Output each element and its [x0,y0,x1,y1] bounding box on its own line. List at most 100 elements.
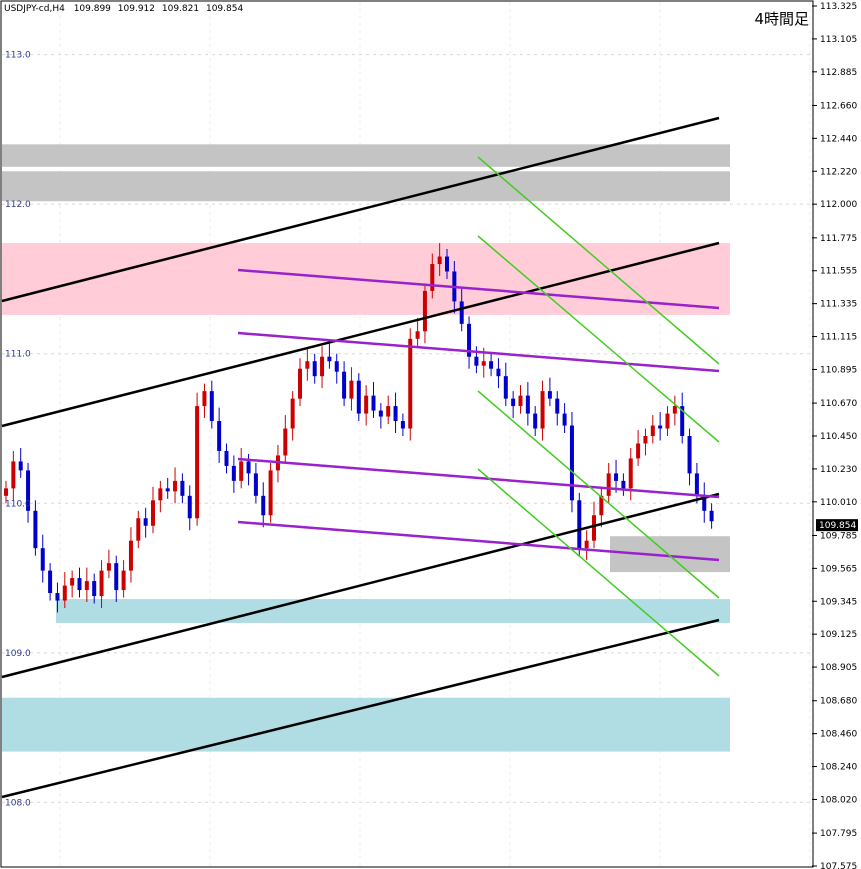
low-value: 109.821 [161,4,200,14]
candle-body [702,495,707,511]
axis-tick-label: 112.660 [820,101,857,111]
candle-body [114,563,119,591]
candle-body [217,421,222,451]
axis-tick-label: 107.795 [820,829,857,839]
level-label: 110.0 [5,499,31,509]
axis-tick-label: 110.670 [820,399,857,409]
candle-body [106,563,111,571]
axis-tick-label: 113.325 [820,2,857,12]
candle-body [4,488,8,496]
current-price-marker: 109.854 [816,519,858,532]
trend-line [1,618,720,799]
candle-body [386,406,391,417]
candle-body [533,413,538,429]
axis-tick-label: 111.335 [820,300,857,310]
candle-body [99,570,104,597]
candle-body [364,395,369,414]
candle-body [239,461,244,481]
candle-body [143,518,148,526]
trend-line [1,116,720,303]
axis-tick-label: 108.905 [820,663,857,673]
left-levels: 113.0 112.0 111.0 110.0 109.0 108.0 [5,51,31,809]
axis-tick-label: 108.680 [820,697,857,707]
candle-body [658,425,663,429]
candle-body [459,301,464,324]
candle-body [371,395,376,411]
candle-body [496,368,501,377]
candle-body [151,500,155,526]
current-price-label: 109.854 [819,521,856,531]
timeframe-label: 4時間足 [754,10,809,28]
candle-body [128,540,133,571]
candle-body [84,581,89,591]
zone-gray [2,171,730,202]
trend-lines [1,116,720,799]
candle-body [195,406,200,519]
axis-tick-label: 111.555 [820,267,857,277]
candle-body [518,395,523,407]
channel-line-green [477,156,720,365]
candle-body [327,356,332,362]
candle-body [665,413,670,429]
candle-body [599,495,604,516]
candle-body [33,510,38,549]
candle-body [202,391,207,407]
price-axis: 113.325 113.105 112.885 112.660 112.440 112.2… [812,2,857,869]
candle-body [569,425,574,501]
trend-line [1,241,720,428]
candle-body [298,368,302,399]
candles [4,243,714,613]
candle-body [540,391,545,429]
axis-tick-label: 112.000 [820,200,857,210]
candle-body [643,436,648,444]
candle-body [408,338,413,429]
candle-body [224,450,229,466]
candle-body [614,473,619,481]
channel-line-green [477,390,720,599]
level-label: 109.0 [5,649,31,659]
candle-body [92,581,97,597]
candle-body [305,361,310,369]
candle-body [55,593,60,601]
level-label: 112.0 [5,200,31,210]
candle-body [290,398,295,429]
candle-body [320,356,325,377]
axis-tick-label: 108.240 [820,763,857,773]
axis-tick-label: 108.460 [820,730,857,740]
candle-body [481,361,486,366]
candle-body [312,361,317,377]
candle-body [187,495,192,519]
candle-body [378,410,383,417]
axis-tick-label: 109.345 [820,597,857,607]
axis-tick-label: 109.785 [820,531,857,541]
axis-tick-label: 111.115 [820,333,857,343]
candle-body [555,398,560,414]
candle-body [18,461,23,471]
axis-tick-label: 108.020 [820,795,857,805]
candle-body [650,425,655,436]
candle-body [415,331,420,339]
axis-tick-label: 111.775 [820,234,857,244]
candle-body [503,376,508,399]
grid-lines [2,2,812,866]
candle-body [547,391,552,399]
candle-body [231,465,236,481]
candle-body [709,510,714,522]
high-value: 109.912 [117,4,155,14]
candle-body [393,406,398,422]
candle-body [422,290,427,332]
candle-body [70,578,75,586]
axis-tick-label: 110.450 [820,432,857,442]
candle-body [26,470,31,511]
level-label: 113.0 [5,51,31,61]
axis-tick-label: 110.230 [820,465,857,475]
channel-line [237,457,720,499]
axis-tick-label: 110.895 [820,365,857,375]
candle-body [400,421,405,429]
candle-body [430,264,435,291]
candle-body [467,323,472,357]
candle-body [246,461,251,474]
candle-body [158,488,163,501]
axis-tick-label: 112.440 [820,134,857,144]
